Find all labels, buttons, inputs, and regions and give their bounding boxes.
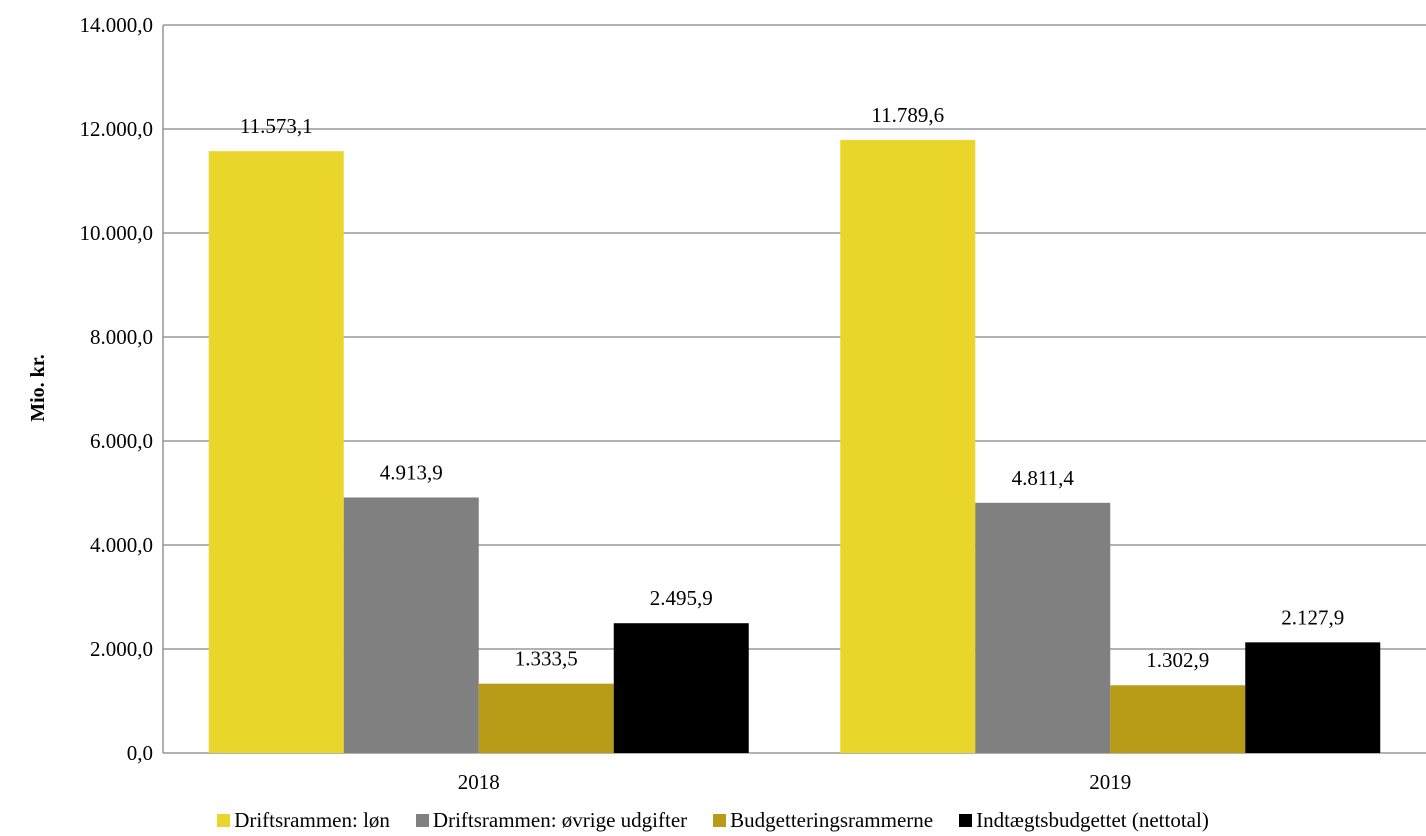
- x-tick-label: 2019: [1089, 770, 1131, 794]
- bar: [975, 502, 1111, 753]
- legend-swatch: [415, 814, 429, 827]
- bar-chart: 0,0 2.000,0 4.000,0 6.000,0 8.000,0 10.000,0 1…: [27, 13, 1426, 794]
- bar: [1110, 685, 1246, 753]
- y-axis-label: Mio. kr.: [27, 354, 49, 422]
- data-label: 11.573,1: [240, 114, 313, 138]
- y-tick-label: 0,0: [127, 741, 153, 765]
- legend-label: Driftsrammen: løn: [234, 808, 390, 832]
- x-tick-label: 2018: [458, 770, 500, 794]
- data-label: 1.302,9: [1146, 648, 1209, 672]
- legend-item: Driftsrammen: øvrige udgifter: [415, 808, 688, 833]
- legend-swatch: [217, 814, 231, 827]
- legend: Driftsrammen: løn Driftsrammen: øvrige ud…: [0, 805, 1426, 836]
- legend-item: Driftsrammen: løn: [217, 808, 390, 833]
- bar: [343, 497, 479, 753]
- data-labels: 11.573,1 4.913,9 1.333,5 2.495,9 11.789,6 4.8…: [240, 103, 1344, 672]
- legend-item: Indtægtsbudgettet (nettotal): [959, 808, 1209, 833]
- y-tick-label: 10.000,0: [80, 221, 154, 245]
- legend-label: Driftsrammen: øvrige udgifter: [432, 808, 688, 832]
- legend-label: Indtægtsbudgettet (nettotal): [976, 808, 1209, 832]
- y-tick-label: 12.000,0: [80, 117, 154, 141]
- legend-item: Budgetteringsrammerne: [713, 808, 933, 833]
- bar: [478, 683, 614, 753]
- data-label: 11.789,6: [871, 103, 944, 127]
- y-tick-label: 6.000,0: [90, 429, 153, 453]
- y-tick-label: 4.000,0: [90, 533, 153, 557]
- bar: [1245, 642, 1381, 753]
- bars: [208, 139, 1381, 754]
- legend-label: Budgetteringsrammerne: [730, 808, 934, 832]
- bar: [208, 151, 344, 754]
- legend-swatch: [713, 814, 727, 827]
- data-label: 2.127,9: [1281, 605, 1344, 629]
- data-label: 4.913,9: [380, 460, 443, 484]
- legend-swatch: [959, 814, 973, 827]
- data-label: 4.811,4: [1012, 466, 1075, 490]
- bar: [613, 623, 749, 753]
- data-label: 2.495,9: [650, 586, 713, 610]
- y-tick-label: 2.000,0: [90, 637, 153, 661]
- data-label: 1.333,5: [515, 647, 578, 671]
- bar: [840, 139, 976, 753]
- y-axis-ticks: 0,0 2.000,0 4.000,0 6.000,0 8.000,0 10.000,0 1…: [80, 13, 154, 765]
- y-tick-label: 8.000,0: [90, 325, 153, 349]
- y-tick-label: 14.000,0: [80, 13, 154, 37]
- x-axis-ticks: 2018 2019: [458, 770, 1132, 794]
